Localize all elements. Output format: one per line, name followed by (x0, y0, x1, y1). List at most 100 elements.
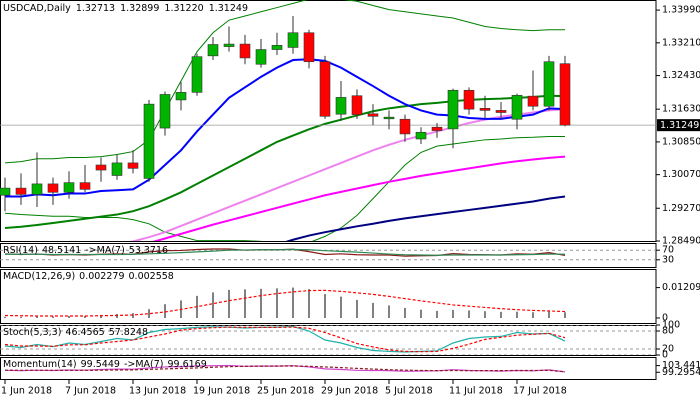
y-tick-label: 0 (662, 350, 668, 361)
legend-value: 53.3716 (129, 245, 168, 256)
candle-body (463, 89, 475, 110)
candle-body (223, 43, 235, 47)
candle-body (255, 49, 267, 65)
panel-frame (0, 0, 657, 242)
histogram-bar (420, 309, 422, 318)
y-tick-label: 1.31630 (662, 104, 700, 115)
moving-average (5, 58, 566, 198)
candle-body (479, 108, 491, 111)
candle-body (543, 61, 555, 107)
x-tick-label: 25 Jun 2018 (257, 386, 314, 397)
panel-plot (0, 0, 656, 241)
x-tick-label: 7 Jun 2018 (65, 386, 116, 397)
candle-body (319, 61, 331, 117)
histogram-bar (388, 305, 390, 318)
ohlc-value: 1.31249 (209, 3, 248, 14)
moving-average (285, 195, 566, 241)
legend-name: MACD(12,26,9) (3, 271, 75, 282)
candle-body (47, 183, 59, 193)
y-tick-label: 1.30070 (662, 169, 700, 180)
y-tick-label: 0 (662, 312, 668, 323)
indicator-line (4, 365, 566, 373)
histogram-bar (212, 292, 214, 318)
histogram-bar (532, 312, 534, 318)
panel-header: Stoch(5,3,3) 46.4565 57.8248 (3, 327, 148, 338)
chart-title: USDCAD,Daily (3, 3, 71, 14)
x-tick-label: 13 Jun 2018 (129, 386, 186, 397)
y-tick-label: 1.32430 (662, 70, 700, 81)
moving-average (4, 135, 565, 241)
candle-body (207, 44, 219, 57)
histogram-bar (132, 313, 134, 318)
indicator-line (4, 289, 566, 317)
y-tick-label: 99.2954 (662, 367, 700, 378)
candle-body (383, 116, 395, 120)
candle-body (95, 164, 107, 171)
candle-body (367, 113, 379, 117)
legend-value: 48.5141 (42, 245, 81, 256)
panel-frame (0, 357, 657, 380)
candle-body (399, 118, 411, 135)
candle-body (63, 182, 75, 193)
histogram-bar (548, 310, 550, 318)
candle-body (447, 89, 459, 130)
histogram-bar (324, 294, 326, 318)
histogram-bar (292, 287, 294, 318)
histogram-bar (372, 302, 374, 318)
x-tick-label: 17 Jul 2018 (513, 386, 567, 397)
panel-frame (0, 243, 657, 268)
legend-value: 0.002279 (79, 271, 124, 282)
histogram-bar (356, 299, 358, 318)
y-tick-label: 70 (662, 245, 674, 256)
chart-header: USDCAD,Daily 1.32713 1.32899 1.31220 1.31249 (3, 3, 248, 14)
histogram-bar (68, 315, 70, 318)
candle-body (127, 162, 139, 169)
histogram-bar (52, 316, 54, 318)
y-tick-label: 0.012094 (662, 282, 700, 293)
candle-body (159, 94, 171, 129)
candle-body (111, 162, 123, 176)
ohlc-value: 1.31220 (164, 3, 203, 14)
histogram-bar (164, 304, 166, 318)
legend-value: 57.8248 (109, 327, 148, 338)
legend-name: Momentum(14) (3, 359, 77, 370)
candle-body (511, 95, 523, 120)
candle-body (431, 126, 443, 131)
x-tick-label: 5 Jul 2018 (385, 386, 433, 397)
histogram-bar (308, 289, 310, 318)
legend-name: Stoch(5,3,3) (3, 327, 61, 338)
candle-body (79, 182, 91, 190)
price-tag: 1.31249 (660, 120, 699, 131)
panel-plot (0, 248, 656, 261)
price-tag-box (657, 119, 700, 132)
panel-frame (0, 325, 657, 356)
candle-body (303, 32, 315, 63)
histogram-bar (100, 314, 102, 318)
histogram-bar (36, 316, 38, 318)
candle-body (527, 95, 539, 107)
panel-plot (0, 325, 656, 355)
histogram-bar (436, 310, 438, 318)
candle-body (415, 131, 427, 140)
moving-average (152, 155, 566, 241)
histogram-bar (84, 315, 86, 318)
candle-body (239, 43, 251, 59)
panel-header: Momentum(14) 99.5449 ->MA(7) 99.6169 (3, 359, 207, 370)
y-tick-label: 1.28490 (662, 236, 700, 247)
y-tick-label: 103.4414 (662, 360, 700, 371)
indicator-line (5, 248, 566, 256)
panel-frame (0, 269, 657, 324)
y-tick-label: 80 (662, 326, 674, 337)
y-tick-label: 20 (662, 344, 674, 355)
legend-name: RSI(14) (3, 245, 38, 256)
candle-body (15, 187, 27, 195)
legend-value: 99.5449 (81, 359, 120, 370)
x-tick-label: 1 Jun 2018 (1, 386, 52, 397)
histogram-bar (228, 289, 230, 318)
histogram-bar (484, 311, 486, 318)
ohlc-value: 1.32713 (76, 3, 115, 14)
y-tick-label: 30 (662, 254, 674, 265)
histogram-bar (276, 288, 278, 318)
